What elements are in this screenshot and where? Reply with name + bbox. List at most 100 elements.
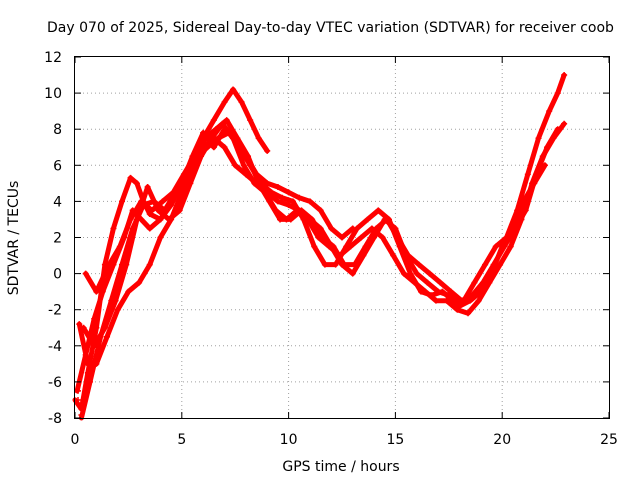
data-point [447, 288, 454, 295]
data-point [91, 342, 98, 349]
data-point [138, 198, 145, 205]
data-point [544, 144, 551, 151]
data-point [212, 126, 219, 133]
data-point [168, 216, 175, 223]
data-point [522, 207, 529, 214]
data-point [311, 243, 318, 250]
y-tick-label: 8 [53, 122, 62, 138]
chart-title: Day 070 of 2025, Sidereal Day-to-day VTE… [47, 20, 614, 36]
x-tick-label: 10 [280, 432, 298, 448]
series-line [81, 121, 567, 349]
data-point [475, 297, 482, 304]
data-point [264, 147, 271, 154]
data-point [364, 216, 371, 223]
data-point [127, 216, 134, 223]
data-point [289, 198, 296, 205]
data-point [176, 207, 183, 214]
data-point [75, 387, 81, 394]
data-point [93, 288, 100, 295]
data-point [144, 183, 151, 190]
data-point [454, 306, 461, 313]
data-point [146, 211, 153, 218]
data-point [106, 261, 113, 268]
data-point [116, 243, 123, 250]
series-track-6 [82, 117, 561, 304]
data-point [266, 198, 273, 205]
data-point [561, 72, 568, 79]
data-point [411, 279, 418, 286]
data-point [133, 180, 140, 187]
data-point [99, 288, 106, 295]
series-track-1 [72, 86, 271, 412]
data-point [277, 216, 284, 223]
data-point [317, 207, 324, 214]
y-tick-label: 4 [53, 194, 62, 210]
data-point [492, 243, 499, 250]
data-point [413, 270, 420, 277]
data-point [221, 99, 228, 106]
data-point [341, 261, 348, 268]
data-point [110, 225, 117, 232]
y-tick-label: 6 [53, 158, 62, 174]
data-point [298, 207, 305, 214]
data-point [125, 288, 132, 295]
data-point [362, 243, 369, 250]
data-point [479, 279, 486, 286]
data-point [255, 135, 262, 142]
plot-frame [74, 56, 610, 419]
data-point [234, 135, 241, 142]
y-tick-label: 10 [44, 86, 62, 102]
x-axis-label: GPS time / hours [282, 459, 399, 475]
data-point [554, 90, 561, 97]
data-point [180, 171, 187, 178]
data-point [76, 321, 83, 328]
data-point [379, 234, 386, 241]
series-track-5 [76, 135, 548, 367]
data-point [255, 180, 262, 187]
y-tick-label: 0 [53, 267, 62, 283]
data-point [287, 216, 294, 223]
data-point [238, 99, 245, 106]
data-point [82, 270, 89, 277]
data-point [465, 310, 472, 317]
x-tick-label: 20 [493, 432, 511, 448]
data-point [533, 171, 540, 178]
data-point [133, 216, 140, 223]
data-point [332, 261, 339, 268]
data-point [78, 412, 85, 418]
data-point [501, 243, 508, 250]
data-point [146, 261, 153, 268]
data-point [407, 270, 414, 277]
x-tick-label: 15 [386, 432, 404, 448]
data-point [351, 261, 358, 268]
y-tick-label: -6 [48, 375, 62, 391]
data-point [279, 194, 286, 201]
data-point [264, 180, 271, 187]
data-point [232, 162, 239, 169]
data-point [524, 171, 531, 178]
data-point [415, 261, 422, 268]
data-point [405, 252, 412, 259]
data-point [339, 234, 345, 241]
data-point [541, 162, 548, 169]
data-point [535, 135, 542, 142]
data-point [390, 252, 397, 259]
data-point [471, 279, 478, 286]
data-point [210, 135, 217, 142]
y-tick-label: 2 [53, 231, 62, 247]
x-tick-label: 5 [177, 432, 186, 448]
data-point [469, 292, 476, 299]
data-point [104, 333, 111, 340]
data-point [437, 279, 444, 286]
data-point [114, 306, 121, 313]
data-point [309, 216, 316, 223]
data-point [223, 117, 230, 124]
data-point [285, 202, 292, 209]
data-point [330, 243, 337, 250]
data-point [159, 198, 166, 205]
data-point [554, 126, 561, 133]
data-point [285, 189, 292, 196]
data-point [561, 120, 568, 127]
data-point [424, 279, 431, 286]
data-point [445, 292, 452, 299]
